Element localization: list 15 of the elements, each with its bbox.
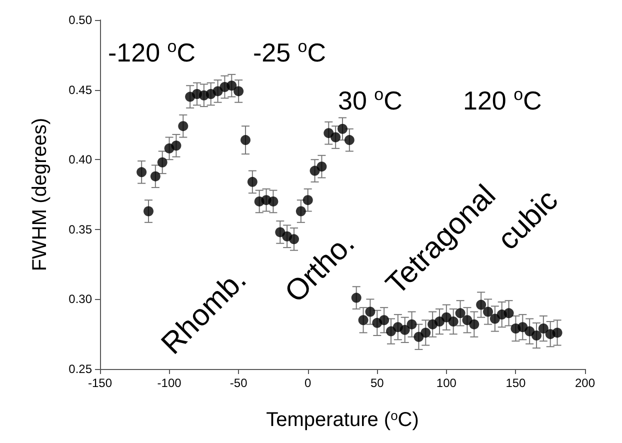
x-tick-label: -50 — [230, 376, 248, 390]
y-tick-label: 0.45 — [68, 82, 92, 97]
x-tick-label: 50 — [370, 376, 384, 390]
x-tick-label: 200 — [574, 376, 596, 390]
y-tick-label: 0.25 — [68, 362, 92, 376]
y-tick-label: 0.35 — [68, 222, 92, 236]
y-tick-label: 0.40 — [68, 152, 92, 167]
x-tick-label: -100 — [157, 376, 182, 390]
y-tick-label: 0.30 — [68, 292, 92, 306]
x-tick-label: 0 — [304, 376, 312, 390]
y-axis-title: FWHM (degrees) — [29, 118, 51, 272]
y-tick-label: 0.50 — [68, 13, 92, 27]
x-tick-label: 100 — [436, 376, 457, 390]
x-tick-label: 150 — [506, 376, 526, 390]
x-tick-label: -150 — [88, 376, 112, 390]
